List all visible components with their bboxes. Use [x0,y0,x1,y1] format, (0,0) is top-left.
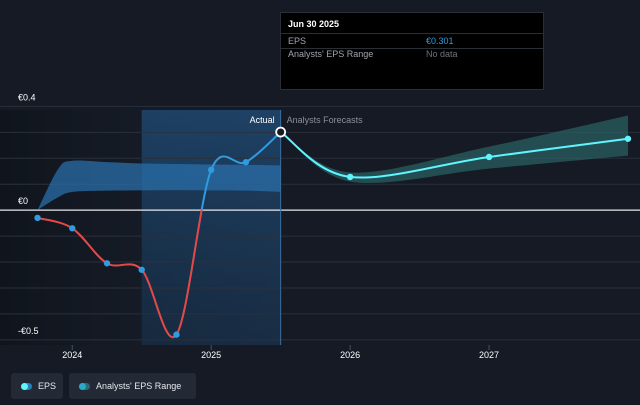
y-tick-label: €0 [18,196,28,206]
actual-section-label: Actual [250,115,275,125]
actual-eps-point [207,166,215,174]
actual-eps-point [34,214,41,222]
tooltip-date: Jun 30 2025 [288,19,340,29]
forecast-eps-line [280,131,629,179]
legend-eps-label: EPS [38,381,57,391]
forecast-section-label: Analysts Forecasts [287,115,364,125]
actual-eps-point [242,158,250,166]
y-tick-label: -€0.5 [18,326,39,336]
highlight-year-shade [141,110,281,345]
legend-range-toggle[interactable]: Analysts' EPS Range [69,373,196,399]
historical-range-band [37,160,281,211]
x-tick-label: 2026 [340,350,360,360]
x-tick-label: 2025 [201,350,221,360]
highlighted-eps-point [275,126,287,138]
forecast-eps-point [346,173,354,181]
forecast-eps-point [624,135,632,142]
tooltip-row-range: Analysts' EPS Range No data [281,47,543,61]
actual-eps-point [69,225,76,232]
y-tick-label: €0.4 [18,92,36,102]
eps-legend-icon [21,382,32,390]
forecast-eps-point [485,153,493,161]
tooltip-eps-value: €0.301 [426,36,454,46]
actual-eps-point [173,331,180,338]
forecast-range-band [280,115,628,184]
range-legend-icon [79,382,90,390]
x-tick-label: 2027 [479,350,499,360]
x-tick-label: 2024 [62,350,82,360]
tooltip-row-eps: EPS €0.301 [281,33,543,49]
legend-range-label: Analysts' EPS Range [96,381,182,391]
actual-eps-point [103,260,111,267]
legend-eps-toggle[interactable]: EPS [11,373,63,399]
actual-eps-line [37,131,282,339]
actual-eps-point [138,266,145,273]
tooltip-range-label: Analysts' EPS Range [288,49,374,59]
tooltip-range-value: No data [426,49,458,59]
tooltip-eps-label: EPS [288,36,307,46]
tooltip-panel: Jun 30 2025 EPS €0.301 Analysts' EPS Ran… [280,12,544,90]
